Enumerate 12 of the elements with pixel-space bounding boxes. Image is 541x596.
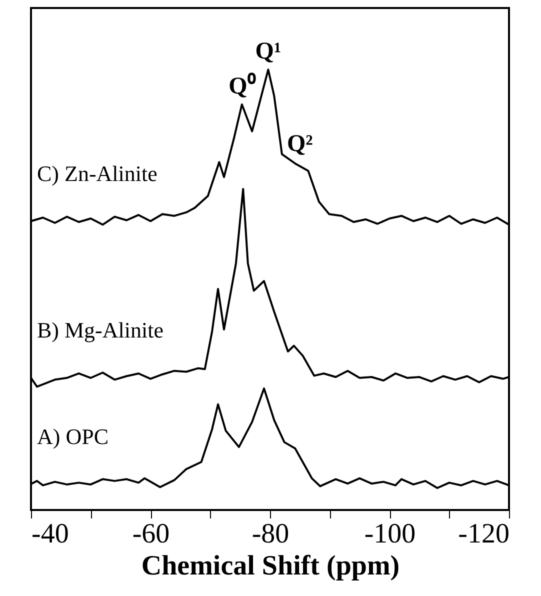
series-label: B) Mg-Alinite <box>37 318 164 343</box>
x-tick-label: -80 <box>252 518 290 550</box>
x-tick-label: -100 <box>364 518 416 550</box>
series-label: A) OPC <box>37 424 109 449</box>
series-label: C) Zn-Alinite <box>37 160 158 186</box>
x-tick-label: -120 <box>458 518 510 550</box>
annotation: Q¹ <box>255 38 282 65</box>
x-tick-label: -40 <box>32 518 69 550</box>
x-axis-title: Chemical Shift (ppm) <box>141 550 400 582</box>
annotation: Q² <box>286 131 313 158</box>
annotation: Q⁰ <box>228 72 256 100</box>
x-tick-label: -60 <box>132 518 170 550</box>
